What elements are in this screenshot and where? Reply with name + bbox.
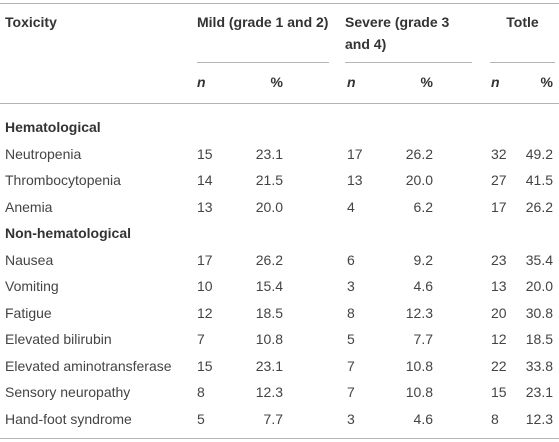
cell: 15.4	[255, 278, 283, 294]
cell: 3	[347, 410, 355, 427]
group-header: Severe (grade 3 and 4)	[345, 14, 450, 52]
cell: 30.8	[525, 304, 553, 321]
subheader: %	[540, 74, 553, 90]
group-header: Totle	[506, 14, 539, 30]
cell: 12	[491, 331, 507, 347]
row-label: Neutropenia	[5, 145, 82, 162]
rule	[0, 438, 559, 439]
header-toxicity: Toxicity	[5, 14, 57, 30]
cell: 13	[347, 172, 363, 188]
row-label: Vomiting	[5, 278, 59, 294]
cell: 7	[197, 331, 205, 347]
cell: 5	[197, 410, 205, 427]
rule	[345, 62, 472, 63]
cell: 17	[491, 198, 507, 215]
cell: 20.0	[405, 172, 433, 188]
row-label: Hand-foot syndrome	[5, 410, 132, 427]
cell: 7.7	[413, 331, 433, 347]
cell: 15	[197, 357, 213, 374]
cell: 23.1	[255, 357, 283, 374]
cell: 18.5	[525, 331, 553, 347]
cell: 6.2	[413, 198, 433, 215]
cell: 12	[197, 304, 213, 321]
cell: 35.4	[525, 251, 553, 268]
cell: 20.0	[525, 278, 553, 294]
cell: 10.8	[255, 331, 283, 347]
group-header: Mild (grade 1 and 2)	[197, 14, 329, 30]
cell: 8	[347, 304, 355, 321]
cell: 41.5	[525, 172, 553, 188]
row-label: Thrombocytopenia	[5, 172, 121, 188]
cell: 10.8	[405, 384, 433, 400]
row-label: Elevated bilirubin	[5, 331, 112, 347]
rule	[490, 62, 555, 63]
cell: 27	[491, 172, 507, 188]
cell: 12.3	[255, 384, 283, 400]
cell: 4	[347, 198, 355, 215]
cell: 7	[347, 357, 355, 374]
cell: 7	[347, 384, 355, 400]
cell: 14	[197, 172, 213, 188]
cell: 26.2	[525, 198, 553, 215]
cell: 20	[491, 304, 507, 321]
section-title: Hematological	[5, 119, 101, 135]
cell: 23	[491, 251, 507, 268]
subheader: %	[270, 74, 283, 90]
cell: 4.6	[413, 278, 433, 294]
cell: 21.5	[255, 172, 283, 188]
rule	[197, 62, 329, 63]
cell: 20.0	[255, 198, 283, 215]
cell: 12.3	[405, 304, 433, 321]
cell: 33.8	[525, 357, 553, 374]
cell: 15	[197, 145, 213, 162]
cell: 8	[197, 384, 205, 400]
subheader: n	[197, 74, 206, 90]
cell: 49.2	[525, 145, 553, 162]
cell: 26.2	[405, 145, 433, 162]
rule	[0, 3, 559, 4]
section-title: Non-hematological	[5, 225, 132, 241]
cell: 22	[491, 357, 507, 374]
rule	[0, 103, 559, 104]
cell: 10	[197, 278, 213, 294]
cell: 3	[347, 278, 355, 294]
cell: 6	[347, 251, 355, 268]
cell: 17	[347, 145, 363, 162]
cell: 10.8	[405, 357, 433, 374]
cell: 13	[197, 198, 213, 215]
cell: 17	[197, 251, 213, 268]
row-label: Anemia	[5, 198, 53, 215]
cell: 12.3	[525, 410, 553, 427]
cell: 8	[491, 410, 499, 427]
cell: 23.1	[525, 384, 553, 400]
cell: 4.6	[413, 410, 433, 427]
cell: 32	[491, 145, 507, 162]
cell: 23.1	[255, 145, 283, 162]
subheader: n	[491, 74, 500, 90]
cell: 18.5	[255, 304, 283, 321]
cell: 15	[491, 384, 507, 400]
cell: 26.2	[255, 251, 283, 268]
cell: 13	[491, 278, 507, 294]
cell: 5	[347, 331, 355, 347]
row-label: Elevated aminotransferase	[5, 357, 172, 374]
subheader: %	[420, 74, 433, 90]
cell: 9.2	[413, 251, 433, 268]
row-label: Nausea	[5, 251, 54, 268]
subheader: n	[347, 74, 356, 90]
row-label: Fatigue	[5, 304, 52, 321]
row-label: Sensory neuropathy	[5, 384, 131, 400]
cell: 7.7	[263, 410, 283, 427]
